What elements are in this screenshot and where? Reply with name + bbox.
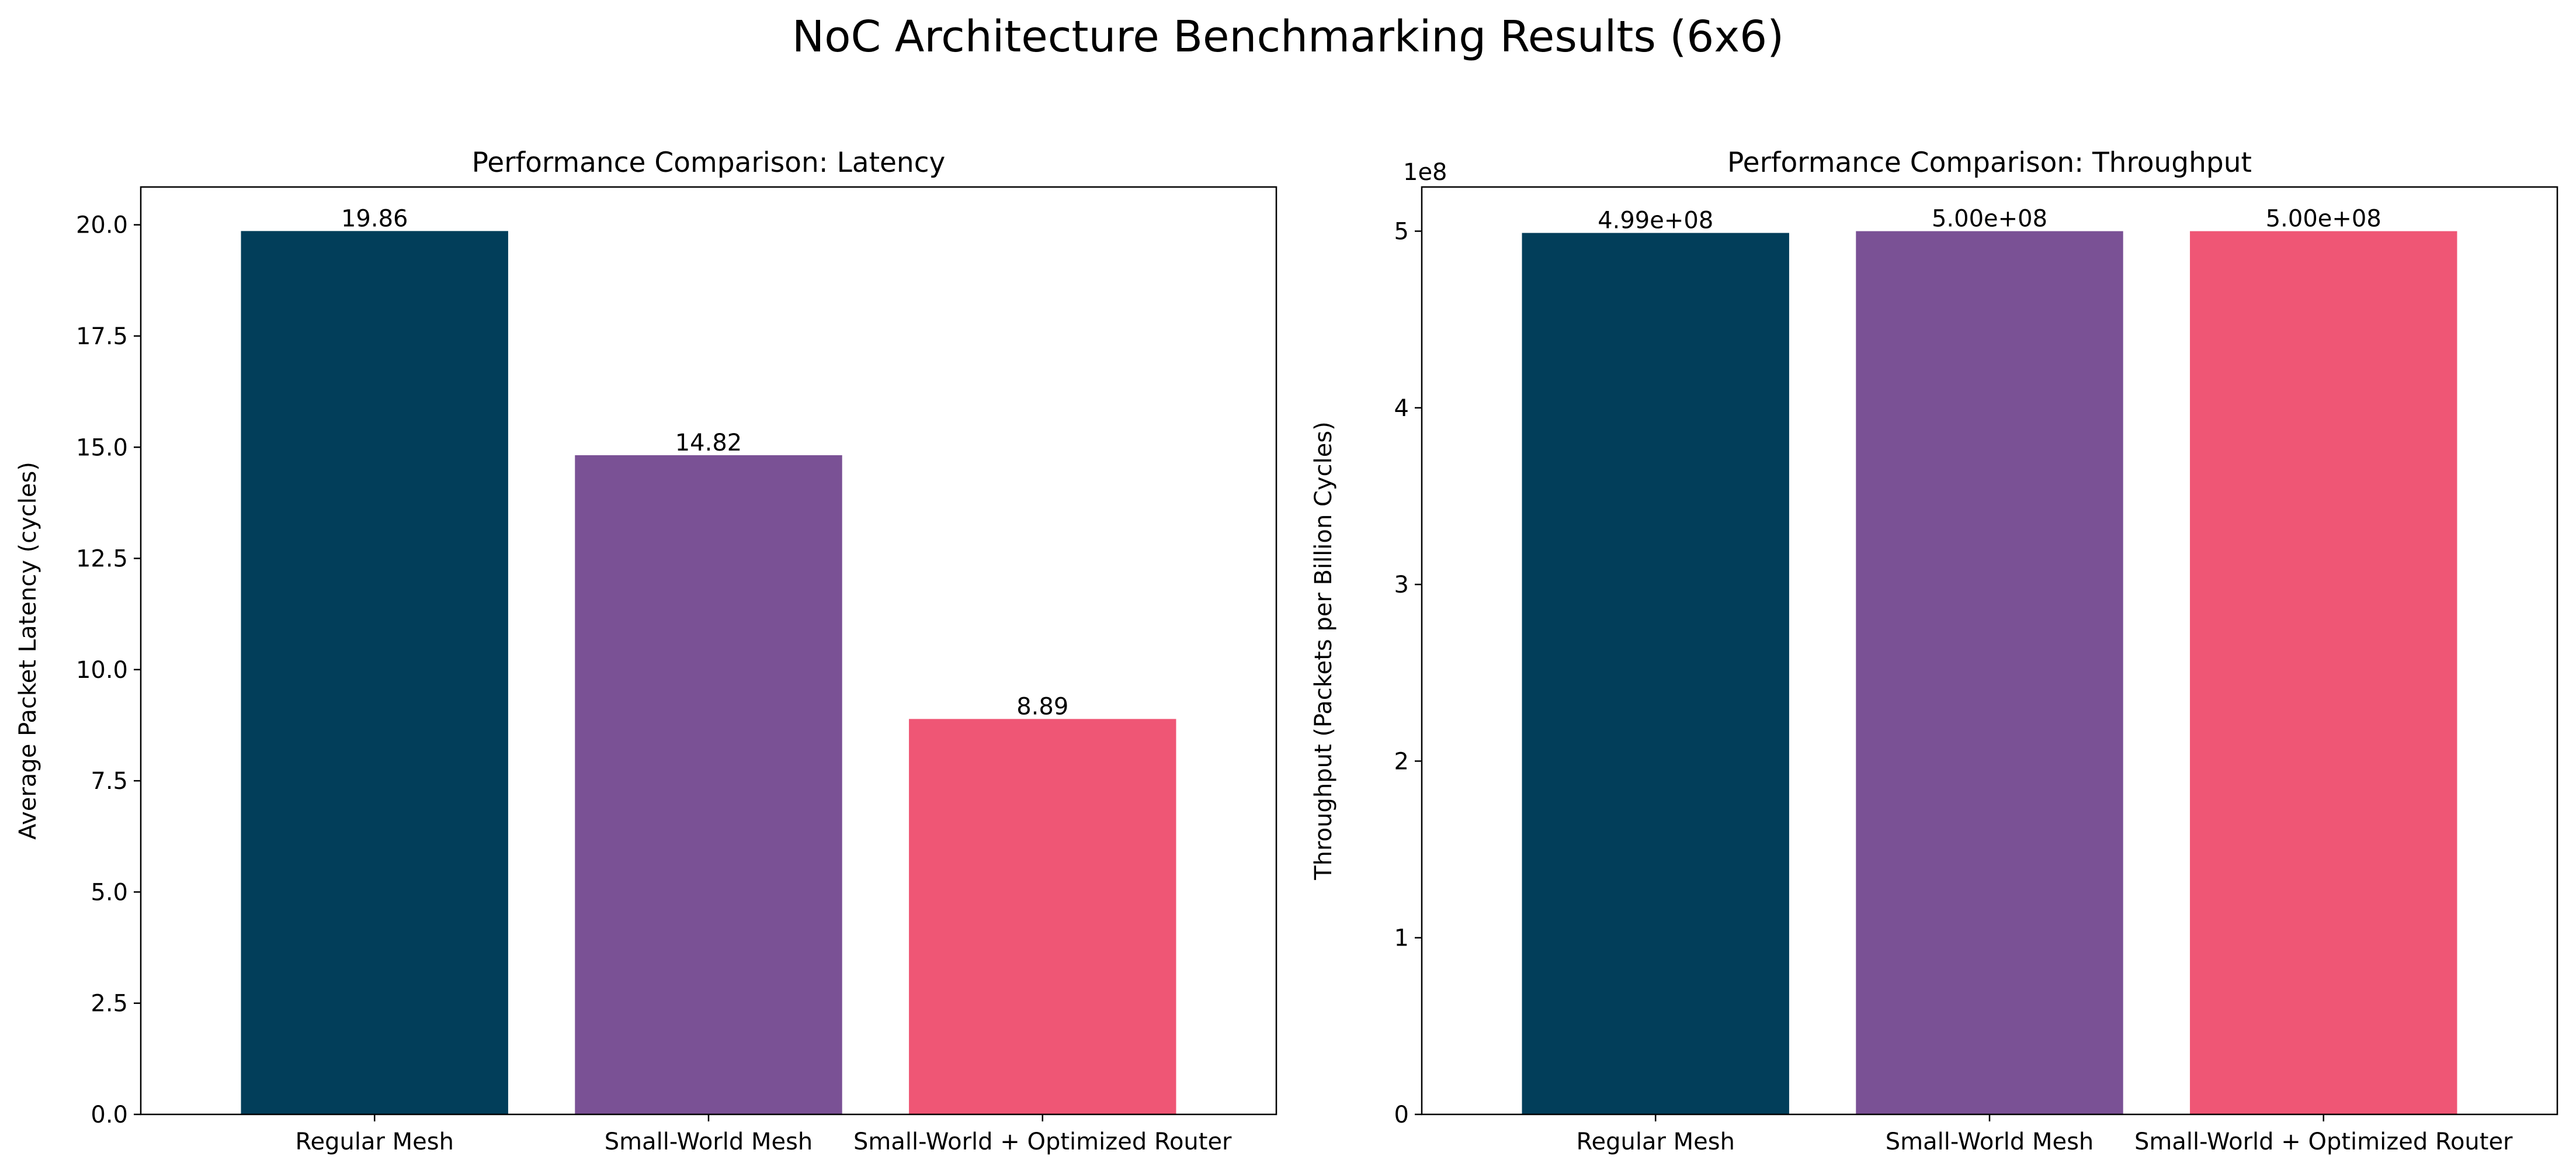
x-tick-label: Regular Mesh (1577, 1128, 1735, 1155)
y-tick-label: 2 (1394, 748, 1409, 775)
x-tick-label: Small-World Mesh (1886, 1128, 2094, 1155)
bar-value-label: 5.00e+08 (1932, 206, 2047, 233)
y-tick-label: 0 (1394, 1102, 1409, 1128)
y-tick-label: 3 (1394, 572, 1409, 598)
axes-title: Performance Comparison: Throughput (1727, 147, 2252, 179)
y-tick-label: 20.0 (76, 212, 128, 239)
bar-value-label: 19.86 (341, 205, 408, 232)
y-tick-label: 7.5 (91, 768, 128, 795)
y-tick-label: 1 (1394, 925, 1409, 952)
bar (1522, 233, 1789, 1115)
throughput-panel: 4.99e+08 5.00e+08 5.00e+08 0 1 2 3 4 5 Regular Me… (1310, 147, 2558, 1155)
y-tick-label: 5 (1394, 219, 1409, 245)
bar (2190, 231, 2457, 1115)
bar (909, 719, 1176, 1114)
x-tick-label: Small-World + Optimized Router (853, 1128, 1232, 1155)
y-tick-label: 15.0 (76, 434, 128, 461)
y-tick-label: 5.0 (91, 879, 128, 906)
bar (241, 231, 508, 1114)
y-axis-label: Average Packet Latency (cycles) (15, 462, 41, 840)
y-axis-label: Throughput (Packets per Billion Cycles) (1310, 421, 1337, 880)
x-tick-label: Small-World + Optimized Router (2134, 1128, 2513, 1155)
y-tick-label: 17.5 (76, 323, 128, 350)
x-tick-label: Small-World Mesh (605, 1128, 813, 1155)
y-tick-label: 12.5 (76, 546, 128, 573)
bar-value-label: 14.82 (675, 430, 742, 456)
x-tick-label: Regular Mesh (296, 1128, 454, 1155)
axes-title: Performance Comparison: Latency (472, 147, 946, 179)
y-offset-label: 1e8 (1403, 159, 1447, 186)
latency-panel: 19.86 14.82 8.89 0.0 2.5 5.0 7.5 10.0 12.5 15.0 17… (15, 147, 1277, 1155)
y-tick-label: 0.0 (91, 1102, 128, 1128)
bar-value-label: 5.00e+08 (2266, 206, 2381, 233)
figure-title: NoC Architecture Benchmarking Results (6… (791, 12, 1785, 62)
bar-value-label: 8.89 (1016, 693, 1068, 720)
bar (575, 455, 842, 1114)
y-tick-label: 4 (1394, 395, 1409, 422)
y-tick-label: 2.5 (91, 991, 128, 1017)
bar-value-label: 4.99e+08 (1598, 207, 1713, 234)
y-tick-label: 10.0 (76, 657, 128, 684)
bar (1856, 231, 2123, 1115)
